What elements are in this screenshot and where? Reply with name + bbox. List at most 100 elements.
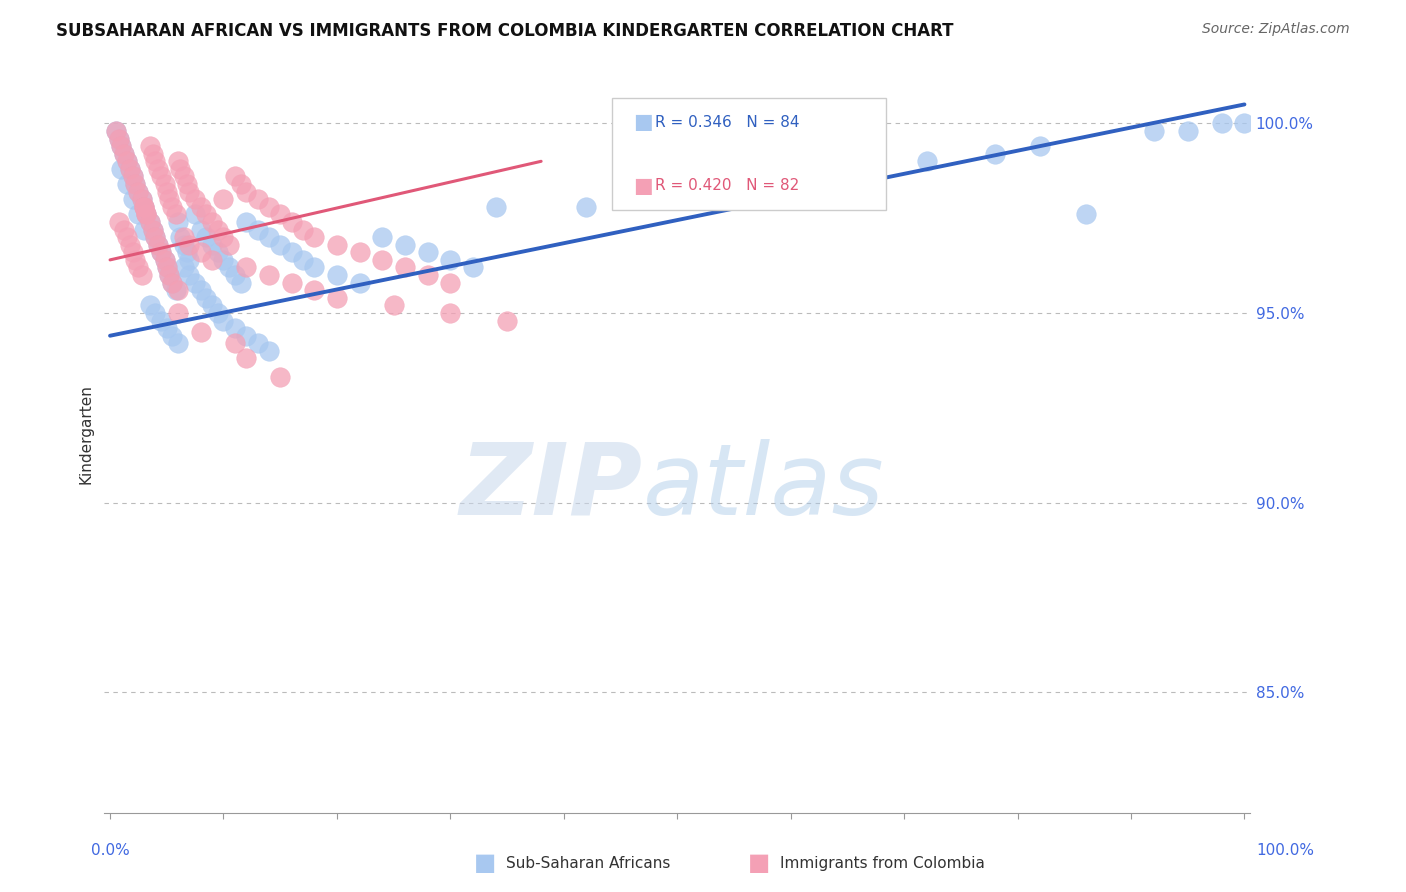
- Point: [150, 245, 173, 260]
- Point: [115, 154, 138, 169]
- Point: [131, 192, 153, 206]
- Point: [127, 260, 149, 275]
- Point: [461, 260, 484, 275]
- Point: [291, 222, 314, 236]
- Point: [269, 237, 291, 252]
- Point: [235, 215, 257, 229]
- Point: [326, 268, 349, 282]
- Point: [124, 177, 146, 191]
- Point: [1143, 124, 1166, 138]
- Point: [246, 336, 269, 351]
- Point: [1177, 124, 1199, 138]
- Point: [145, 306, 167, 320]
- Point: [153, 252, 176, 267]
- Point: [304, 260, 326, 275]
- Point: [371, 230, 394, 244]
- Point: [145, 230, 167, 244]
- Point: [224, 268, 246, 282]
- Text: Sub-Saharan Africans: Sub-Saharan Africans: [506, 856, 671, 871]
- Point: [304, 283, 326, 297]
- Point: [190, 325, 212, 339]
- Point: [165, 283, 187, 297]
- Point: [124, 252, 146, 267]
- Point: [110, 161, 132, 176]
- Point: [162, 276, 184, 290]
- Point: [165, 207, 187, 221]
- Point: [169, 230, 191, 244]
- Point: [162, 276, 184, 290]
- Point: [304, 230, 326, 244]
- Point: [291, 252, 314, 267]
- Point: [212, 313, 235, 327]
- Point: [201, 298, 224, 312]
- Point: [184, 207, 207, 221]
- Point: [184, 276, 207, 290]
- Point: [190, 283, 212, 297]
- Text: Source: ZipAtlas.com: Source: ZipAtlas.com: [1202, 22, 1350, 37]
- Point: [156, 185, 179, 199]
- Point: [190, 200, 212, 214]
- Point: [394, 237, 416, 252]
- Point: [108, 215, 131, 229]
- Point: [201, 215, 224, 229]
- Point: [169, 161, 191, 176]
- Point: [167, 154, 190, 169]
- Point: [280, 215, 302, 229]
- Point: [135, 207, 157, 221]
- Point: [142, 222, 165, 236]
- Point: [915, 154, 938, 169]
- Point: [156, 260, 179, 275]
- Text: 0.0%: 0.0%: [91, 843, 131, 858]
- Point: [224, 169, 246, 184]
- Point: [150, 169, 173, 184]
- Point: [135, 207, 157, 221]
- Point: [173, 260, 195, 275]
- Point: [1029, 139, 1052, 153]
- Point: [190, 222, 212, 236]
- Y-axis label: Kindergarten: Kindergarten: [79, 384, 93, 484]
- Point: [280, 276, 302, 290]
- Point: [139, 215, 162, 229]
- Point: [212, 252, 235, 267]
- Text: SUBSAHARAN AFRICAN VS IMMIGRANTS FROM COLOMBIA KINDERGARTEN CORRELATION CHART: SUBSAHARAN AFRICAN VS IMMIGRANTS FROM CO…: [56, 22, 953, 40]
- Point: [257, 230, 280, 244]
- Point: [110, 139, 132, 153]
- Point: [150, 245, 173, 260]
- Text: ■: ■: [474, 852, 496, 875]
- Point: [439, 306, 461, 320]
- Point: [326, 237, 349, 252]
- Point: [207, 245, 229, 260]
- Point: [416, 245, 439, 260]
- Point: [184, 192, 207, 206]
- Point: [195, 207, 218, 221]
- Point: [132, 200, 155, 214]
- Point: [157, 192, 180, 206]
- Point: [224, 321, 246, 335]
- Point: [176, 245, 198, 260]
- Point: [257, 268, 280, 282]
- Point: [108, 131, 131, 145]
- Point: [167, 306, 190, 320]
- Point: [496, 313, 519, 327]
- Point: [121, 169, 143, 184]
- Point: [212, 192, 235, 206]
- Text: ■: ■: [633, 112, 652, 132]
- Point: [146, 237, 169, 252]
- Point: [179, 268, 201, 282]
- Point: [173, 169, 195, 184]
- Point: [124, 177, 146, 191]
- Point: [1211, 116, 1233, 130]
- Point: [201, 237, 224, 252]
- Point: [984, 146, 1007, 161]
- Point: [162, 200, 184, 214]
- Point: [439, 276, 461, 290]
- Point: [349, 276, 371, 290]
- Point: [132, 222, 155, 236]
- Text: R = 0.420   N = 82: R = 0.420 N = 82: [655, 178, 800, 193]
- Point: [115, 230, 138, 244]
- Point: [131, 192, 153, 206]
- Point: [195, 230, 218, 244]
- Point: [131, 268, 153, 282]
- Point: [139, 215, 162, 229]
- Point: [190, 245, 212, 260]
